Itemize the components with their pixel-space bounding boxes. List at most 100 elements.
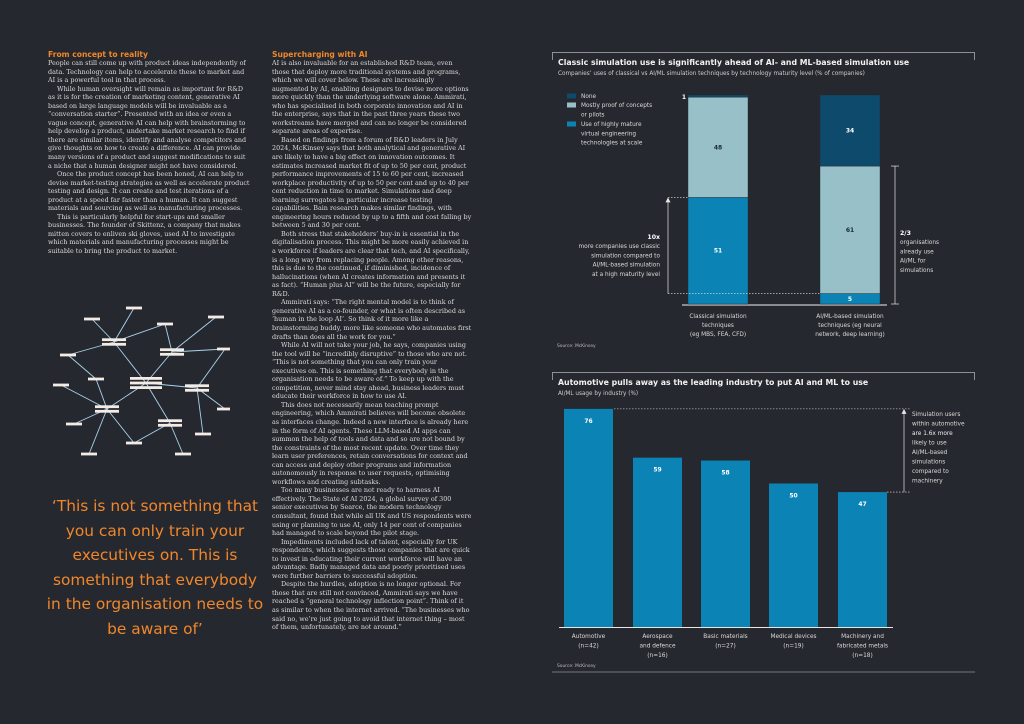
- network-edge: [88, 408, 108, 455]
- paragraph: While AI will not take your job, he says…: [272, 341, 467, 401]
- bar-segment: [687, 94, 749, 98]
- network-edge: [169, 422, 184, 455]
- bar-segment: [819, 165, 881, 294]
- column-body: AI is also invaluable for an established…: [272, 59, 472, 632]
- paragraph: Ammirati says: “The right mental model i…: [272, 298, 472, 341]
- data-label: 51: [714, 248, 722, 255]
- network-node: [157, 322, 173, 326]
- network-node: [95, 405, 119, 409]
- article-column-2: Supercharging with AI AI is also invalua…: [272, 50, 472, 632]
- bar-segment: [687, 197, 749, 305]
- network-node: [158, 423, 182, 427]
- network-edge: [67, 354, 97, 380]
- network-node: [185, 384, 209, 388]
- legend-swatch: [567, 93, 576, 99]
- frame-tick: [552, 53, 553, 60]
- network-node: [130, 381, 162, 385]
- frame-tick: [974, 373, 975, 380]
- article-column-1: From concept to reality People can still…: [48, 50, 250, 256]
- category-label: Classical simulation: [689, 314, 747, 320]
- network-edge: [171, 316, 217, 353]
- network-node: [130, 377, 162, 380]
- chart-title: Classic simulation use is significantly …: [558, 58, 910, 67]
- arrow-head-icon: [665, 197, 671, 203]
- network-node: [60, 353, 76, 357]
- network-edge: [91, 318, 115, 343]
- paragraph: Impediments included lack of talent, esp…: [272, 537, 470, 580]
- chart-industry-usage: Automotive pulls away as the leading ind…: [552, 372, 975, 673]
- network-node: [88, 377, 104, 381]
- network-node: [102, 338, 126, 342]
- pull-quote: ‘This is not something that you can only…: [46, 497, 264, 638]
- paragraph: Once the product concept has been honed,…: [48, 170, 250, 213]
- network-node: [217, 407, 230, 411]
- network-node: [175, 452, 191, 456]
- network-node: [185, 388, 209, 392]
- chart-source: Source: McKinsey: [557, 343, 596, 349]
- network-edge: [171, 348, 226, 353]
- paragraph: This does not necessarily mean teaching …: [272, 400, 469, 486]
- network-node: [217, 347, 230, 351]
- bar-segment: [687, 96, 749, 198]
- network-edge: [95, 378, 108, 410]
- frame-tick: [552, 373, 553, 380]
- network-edge: [113, 307, 135, 343]
- section-heading: From concept to reality: [48, 50, 149, 59]
- frame-tick: [974, 53, 975, 60]
- annotation-text: organisations: [900, 240, 939, 246]
- network-node: [126, 306, 142, 310]
- network-edge: [145, 382, 171, 424]
- annotation-text: more companies use classic: [579, 244, 660, 250]
- network-node: [195, 432, 211, 436]
- paragraph: This is particularly helpful for start-u…: [48, 212, 241, 256]
- paragraph: Too many businesses are not ready to har…: [272, 486, 472, 538]
- network-node: [84, 317, 100, 321]
- chart-simulation-use: Classic simulation use is significantly …: [552, 52, 975, 353]
- network-edge: [196, 387, 204, 435]
- annotation-text: simulations: [900, 268, 933, 274]
- legend-label: None: [581, 94, 597, 100]
- annotation-text: AI/ML for: [900, 259, 926, 265]
- network-node: [81, 452, 97, 456]
- legend-label: technologies at scale: [581, 141, 643, 147]
- network-node: [66, 422, 82, 426]
- legend-swatch: [567, 102, 576, 108]
- annotation-text: already use: [900, 249, 934, 255]
- bar-segment: [819, 94, 881, 167]
- category-label: techniques (eg neural: [818, 323, 882, 329]
- annotation-headline: 10x: [647, 234, 660, 241]
- data-label: 1: [682, 94, 686, 101]
- paragraph: AI is also invaluable for an established…: [272, 59, 469, 136]
- paragraph: Despite the hurdles, adoption is no long…: [272, 580, 470, 632]
- category-label: (eg MBS, FEA, CFD): [690, 332, 746, 338]
- network-edge: [60, 384, 108, 410]
- category-label: network, deep learning): [815, 332, 884, 338]
- network-node: [208, 315, 224, 319]
- paragraph: While human oversight will remain as imp…: [48, 84, 247, 170]
- legend-label: Use of highly mature: [581, 122, 642, 128]
- annotation-text: at a high maturity level: [592, 272, 660, 278]
- legend-label: Mostly proof of concepts: [581, 103, 652, 109]
- legend-label: virtual engineering: [581, 131, 636, 137]
- network-edge: [106, 408, 135, 444]
- data-label: 5: [848, 296, 852, 303]
- column-body: People can still come up with product id…: [48, 59, 250, 256]
- data-label: 34: [846, 128, 854, 135]
- chart-title: Automotive pulls away as the leading ind…: [558, 378, 869, 387]
- network-node: [130, 386, 162, 389]
- network-edge: [113, 341, 147, 384]
- chart-subtitle: AI/ML usage by industry (%): [558, 391, 639, 397]
- section-heading: Supercharging with AI: [272, 50, 368, 59]
- network-node: [160, 352, 184, 356]
- network-node: [160, 348, 184, 352]
- network-edge: [164, 323, 173, 353]
- category-label: AI/ML-based simulation: [816, 314, 884, 320]
- network-edge: [196, 348, 226, 389]
- chart-subtitle: Companies’ uses of classical vs AI/ML si…: [558, 71, 865, 77]
- annotation-headline: 2/3: [900, 230, 911, 237]
- data-label: 48: [714, 144, 722, 151]
- data-label: 61: [846, 227, 854, 234]
- network-node: [102, 342, 126, 346]
- legend-swatch: [567, 121, 576, 127]
